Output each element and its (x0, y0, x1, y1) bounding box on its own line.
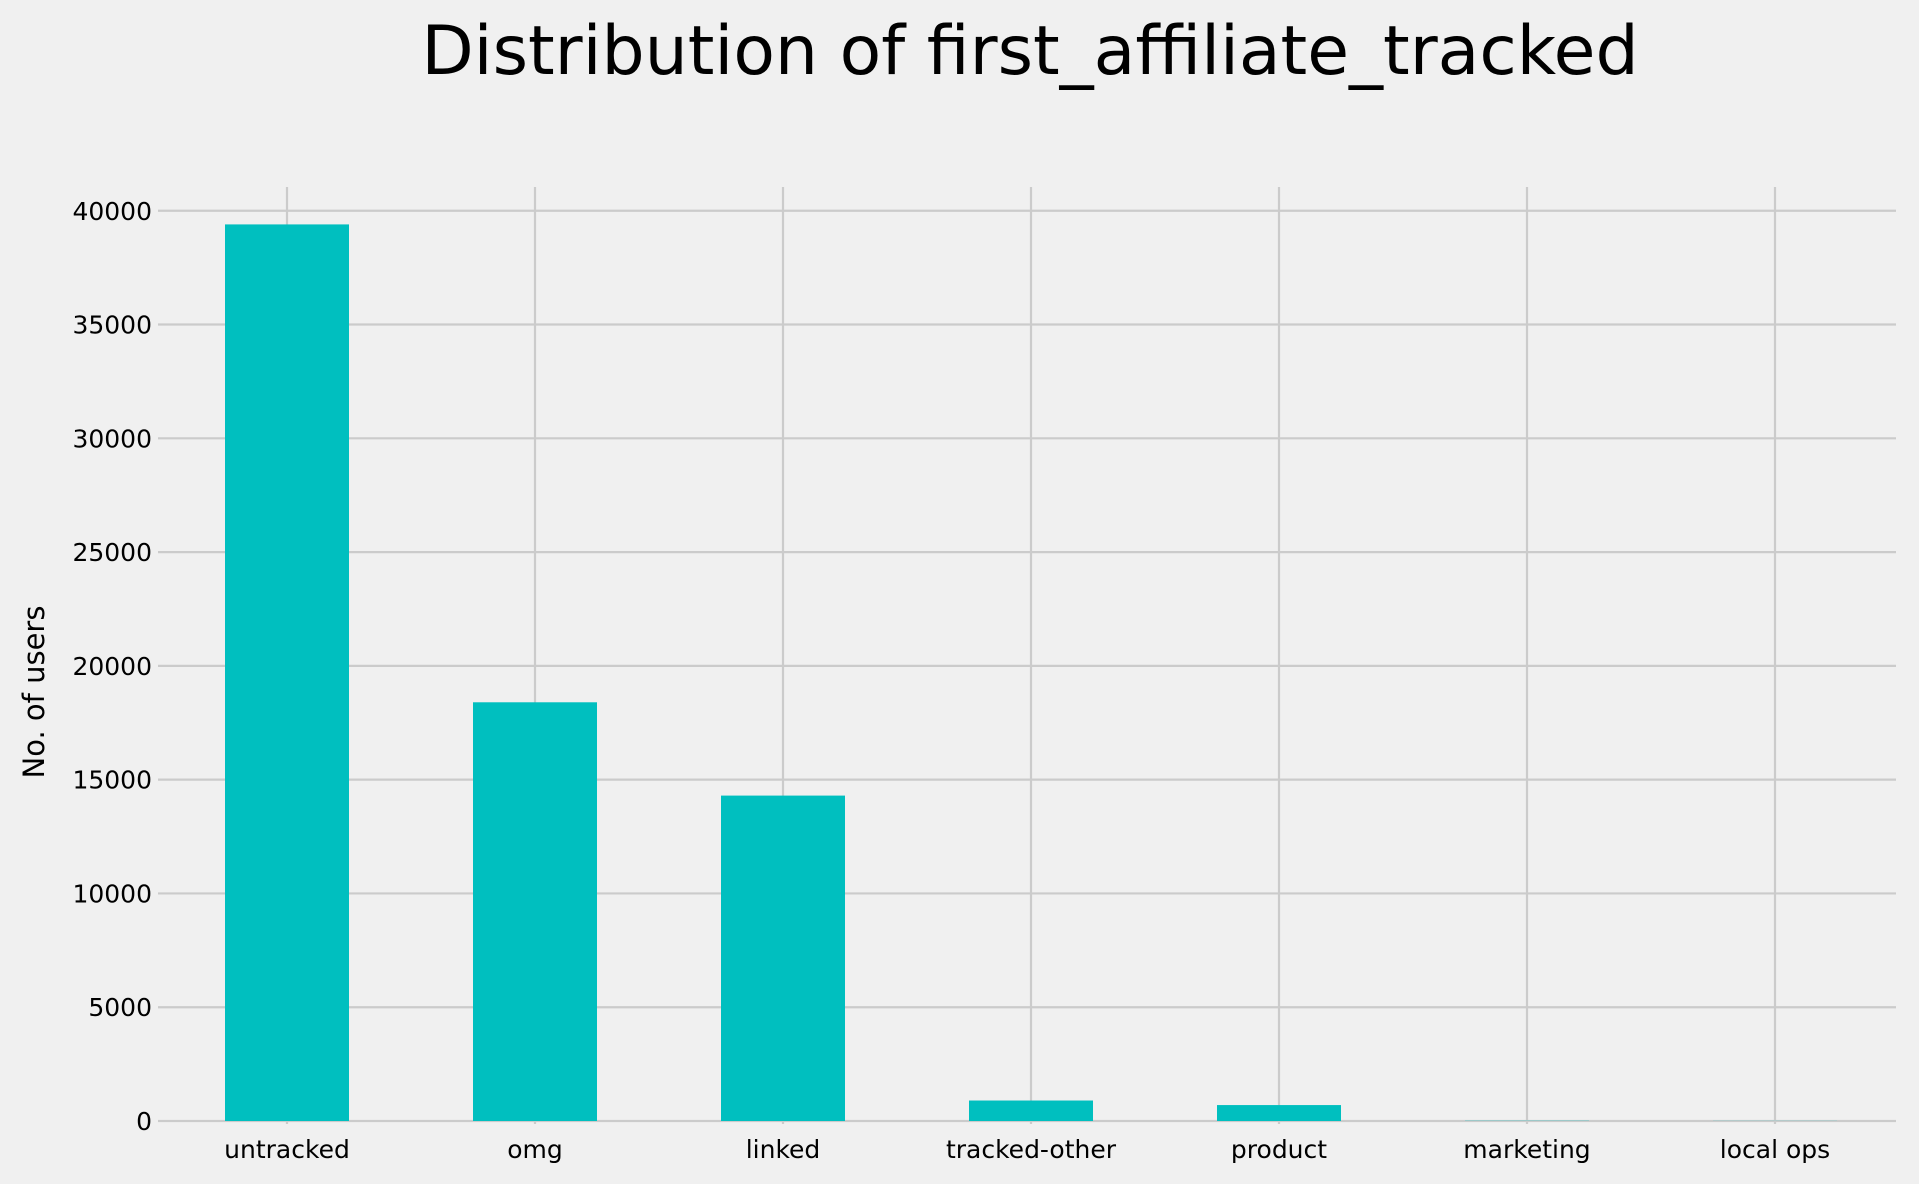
bar-untracked (225, 224, 349, 1121)
bar-tracked-other (969, 1100, 1093, 1121)
y-tick-labels: 0 5000 10000 15000 20000 25000 30000 35000 40000 (72, 197, 152, 1136)
x-tick-label: product (1231, 1135, 1327, 1164)
y-tick-label: 10000 (72, 879, 152, 908)
bar-product (1217, 1105, 1341, 1121)
x-tick-label: linked (746, 1135, 821, 1164)
chart-title: Distribution of first_affiliate_tracked (421, 12, 1638, 91)
x-tick-label: tracked-other (946, 1135, 1117, 1164)
y-tick-label: 0 (136, 1107, 152, 1136)
grid-lines (158, 187, 1896, 1124)
y-axis-label: No. of users (17, 606, 51, 779)
x-tick-label: omg (507, 1135, 563, 1164)
y-tick-label: 20000 (72, 652, 152, 681)
y-tick-label: 15000 (72, 766, 152, 795)
y-tick-label: 5000 (88, 993, 152, 1022)
y-tick-label: 25000 (72, 538, 152, 567)
bar-linked (721, 795, 845, 1121)
bars (225, 224, 1837, 1121)
x-tick-labels: untracked omg linked tracked-other product ma… (224, 1135, 1830, 1164)
x-tick-label: marketing (1463, 1135, 1590, 1164)
y-tick-label: 40000 (72, 197, 152, 226)
x-tick-label: local ops (1720, 1135, 1830, 1164)
y-tick-label: 30000 (72, 424, 152, 453)
y-tick-label: 35000 (72, 311, 152, 340)
bar-omg (473, 702, 597, 1121)
x-tick-label: untracked (224, 1135, 350, 1164)
